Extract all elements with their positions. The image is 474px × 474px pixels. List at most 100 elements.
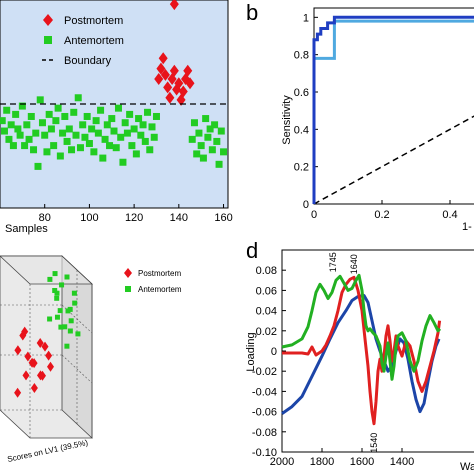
panel-c-z-label: Scores on LV1 (39.5%) — [7, 438, 90, 464]
c-postmortem-point — [39, 370, 46, 381]
antemortem-point — [197, 142, 205, 150]
antemortem-point — [119, 158, 127, 166]
loading-curve — [281, 273, 442, 381]
panel-d-lines — [281, 273, 442, 426]
panel-d-y-label: Loading — [245, 332, 257, 371]
d-y-tick-label: 0.08 — [256, 265, 277, 277]
antemortem-point — [190, 119, 198, 127]
antemortem-point — [97, 106, 105, 114]
antemortem-point — [38, 119, 46, 127]
panel-b: b 0 0.2 0.4 0.6 0.8 1 0 0.2 0.4 Sensitivity 1- — [246, 0, 474, 233]
loading-curve — [282, 275, 442, 426]
antemortem-point — [0, 127, 8, 135]
antemortem-point — [90, 148, 98, 156]
antemortem-point — [88, 125, 96, 133]
d-y-tick-label: 0.04 — [256, 306, 277, 318]
c-postmortem-point — [41, 341, 49, 352]
d-y-tick-label: 0.06 — [256, 285, 277, 297]
antemortem-point — [206, 125, 214, 133]
antemortem-point — [54, 104, 62, 112]
d-x-tick-label: 1400 — [390, 456, 414, 468]
panel-c-legend: Postmortem Antemortem — [124, 268, 182, 294]
b-y-tick-label: 0.2 — [294, 162, 309, 174]
c-antemortem-point — [52, 288, 58, 293]
panel-a: 80 100 120 140 160 Postmortem Antemortem Bou… — [0, 0, 233, 235]
antemortem-point — [83, 112, 91, 120]
c-antemortem-point — [59, 282, 65, 288]
c-postmortem-point — [30, 358, 38, 369]
a-x-tick-label: 120 — [125, 212, 143, 224]
b-y-tick-label: 1 — [303, 12, 309, 24]
antemortem-point — [5, 135, 13, 143]
postmortem-point — [160, 68, 170, 81]
panel-b-y-label: Sensitivity — [281, 95, 293, 145]
antemortem-point — [21, 142, 29, 150]
antemortem-point — [32, 129, 40, 137]
legend-c-postmortem-label: Postmortem — [138, 269, 181, 278]
antemortem-point — [12, 110, 20, 118]
postmortem-point — [174, 77, 184, 90]
legend-postmortem-label: Postmortem — [64, 15, 123, 27]
d-x-tick-label: 2000 — [270, 456, 294, 468]
panel-c: Postmortem Antemortem Scores on LV1 (39.… — [0, 255, 182, 464]
antemortem-point — [27, 112, 35, 120]
c-antemortem-point — [67, 328, 73, 334]
c-antemortem-point — [75, 331, 81, 337]
antemortem-point — [59, 129, 67, 137]
antemortem-point — [108, 115, 116, 123]
antemortem-point — [193, 150, 201, 158]
antemortem-point — [47, 125, 55, 133]
a-x-tick-label: 80 — [39, 212, 51, 224]
postmortem-point — [169, 0, 179, 11]
a-x-tick-label: 140 — [170, 212, 188, 224]
antemortem-point — [110, 127, 118, 135]
c-postmortem-point — [14, 387, 22, 398]
c-postmortem-point — [47, 361, 54, 372]
panel-b-lines — [312, 15, 474, 205]
antemortem-point — [68, 146, 76, 154]
roc-curve — [312, 15, 474, 204]
antemortem-point — [103, 121, 111, 129]
panel-b-plot-area — [313, 7, 474, 205]
antemortem-point — [18, 102, 26, 110]
c-postmortem-point — [14, 345, 22, 356]
antemortem-point — [94, 129, 102, 137]
antemortem-point — [199, 154, 207, 162]
panel-b-x-label: 1- — [462, 221, 472, 233]
postmortem-point — [156, 62, 166, 75]
c-postmortem-point — [30, 383, 38, 393]
postmortem-point — [185, 77, 195, 90]
antemortem-point — [50, 142, 58, 150]
legend-antemortem-marker — [44, 36, 52, 44]
legend-antemortem-label: Antemortem — [64, 35, 124, 47]
panel-d: d -0.10 -0.08 -0.06 -0.04 -0.02 0 0.02 0.04 0.06… — [245, 238, 474, 473]
postmortem-point — [178, 85, 188, 98]
c-antemortem-point — [64, 343, 70, 349]
antemortem-point — [141, 137, 149, 145]
antemortem-point — [25, 135, 33, 143]
antemortem-point — [220, 148, 228, 156]
c-postmortem-point — [45, 350, 53, 361]
antemortem-point — [106, 142, 114, 150]
legend-c-postmortem-marker — [124, 268, 132, 278]
antemortem-point — [45, 110, 53, 118]
d-x-tick-label: 1600 — [350, 456, 374, 468]
panel-a-legend: Postmortem Antemortem Boundary — [42, 14, 124, 67]
antemortem-point — [92, 117, 100, 125]
antemortem-point — [144, 108, 152, 116]
antemortem-point — [65, 125, 73, 133]
antemortem-point — [0, 117, 6, 125]
d-y-tick-label: -0.10 — [252, 447, 277, 459]
postmortem-point — [158, 52, 168, 65]
c-postmortem-point — [24, 351, 32, 362]
postmortem-point — [169, 64, 179, 77]
antemortem-point — [150, 133, 158, 141]
panel-b-letter: b — [246, 0, 258, 25]
c-antemortem-point — [62, 324, 68, 330]
c-antemortem-point — [47, 316, 53, 322]
b-x-tick-label: 0 — [311, 209, 317, 221]
roc-chance-line — [313, 115, 474, 205]
antemortem-point — [112, 144, 120, 152]
a-x-tick-label: 100 — [80, 212, 98, 224]
antemortem-point — [123, 129, 131, 137]
